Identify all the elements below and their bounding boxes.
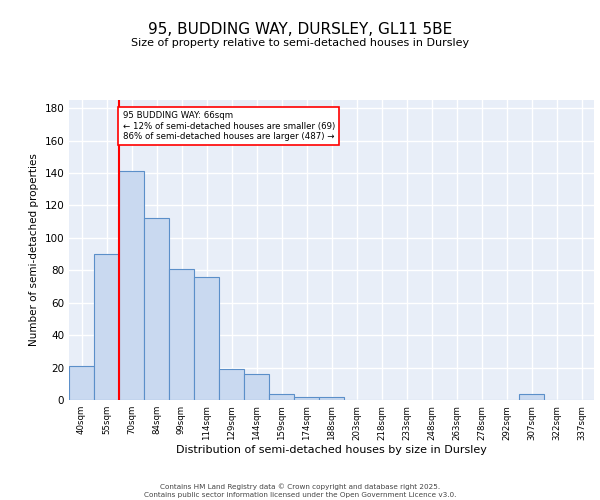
Bar: [194, 277, 219, 400]
Text: 95, BUDDING WAY, DURSLEY, GL11 5BE: 95, BUDDING WAY, DURSLEY, GL11 5BE: [148, 22, 452, 38]
Bar: [319, 397, 344, 400]
Bar: [69, 366, 94, 400]
Bar: [294, 397, 319, 400]
Bar: [519, 394, 544, 400]
Y-axis label: Number of semi-detached properties: Number of semi-detached properties: [29, 154, 39, 346]
Text: Size of property relative to semi-detached houses in Dursley: Size of property relative to semi-detach…: [131, 38, 469, 48]
Bar: [219, 369, 244, 400]
Text: 95 BUDDING WAY: 66sqm
← 12% of semi-detached houses are smaller (69)
86% of semi: 95 BUDDING WAY: 66sqm ← 12% of semi-deta…: [123, 112, 335, 141]
Text: Contains HM Land Registry data © Crown copyright and database right 2025.
Contai: Contains HM Land Registry data © Crown c…: [144, 484, 456, 498]
Bar: [119, 172, 144, 400]
Bar: [169, 268, 194, 400]
Bar: [144, 218, 169, 400]
Bar: [94, 254, 119, 400]
X-axis label: Distribution of semi-detached houses by size in Dursley: Distribution of semi-detached houses by …: [176, 446, 487, 456]
Bar: [269, 394, 294, 400]
Bar: [244, 374, 269, 400]
